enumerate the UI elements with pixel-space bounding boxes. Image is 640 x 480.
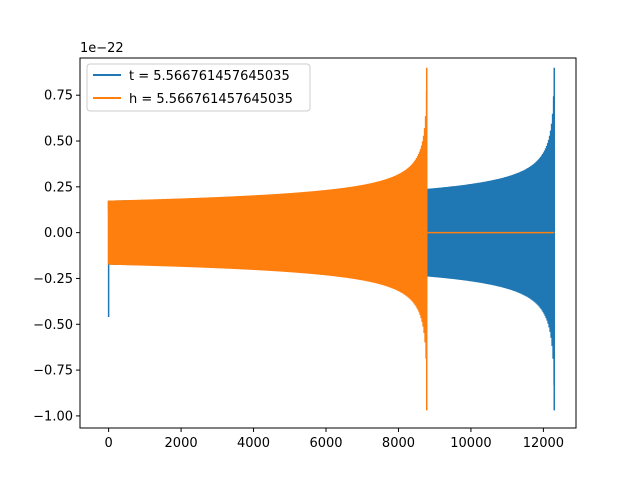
x-tick-label: 8000 [382,436,415,451]
x-tick-label: 6000 [309,436,342,451]
x-tick-label: 4000 [237,436,270,451]
y-axis-ticks: −1.00 −0.75 −0.50 −0.25 0.00 0.25 0.50 0.75 [33,89,80,424]
y-tick-label: −0.25 [33,272,73,287]
y-offset-label: 1e−22 [80,41,124,56]
y-tick-label: 0.50 [44,135,73,150]
series-h-oscillation [107,90,428,359]
y-tick-label: −1.00 [33,409,73,424]
legend: t = 5.566761457645035 h = 5.566761457645… [86,63,311,112]
legend-label-t: t = 5.566761457645035 [129,69,290,84]
x-tick-label: 12000 [523,436,564,451]
x-axis-ticks: 0 2000 4000 6000 8000 10000 12000 [104,428,564,451]
y-tick-label: 0.75 [44,89,73,104]
y-tick-label: 0.00 [44,226,73,241]
x-tick-label: 0 [104,436,112,451]
y-tick-label: −0.50 [33,318,73,333]
legend-label-h: h = 5.566761457645035 [129,92,293,107]
x-tick-label: 2000 [165,436,198,451]
series-h [107,67,555,411]
legend-frame [86,63,311,112]
axes-frame [79,57,577,429]
series-layer [107,67,556,411]
y-tick-label: −0.75 [33,364,73,379]
plot-area [79,57,577,429]
y-tick-label: 0.25 [44,180,73,195]
x-tick-label: 10000 [450,436,491,451]
